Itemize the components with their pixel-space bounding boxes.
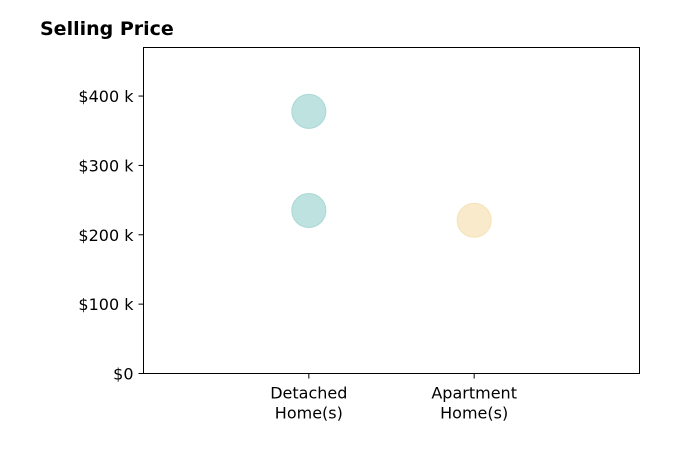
y-tick-label: $100 k bbox=[78, 295, 134, 314]
y-tick-label: $0 bbox=[113, 365, 133, 384]
data-point bbox=[291, 193, 327, 228]
y-tick-label: $200 k bbox=[78, 226, 134, 245]
data-point bbox=[456, 202, 492, 238]
data-point bbox=[291, 93, 327, 129]
chart-title: Selling Price bbox=[40, 18, 174, 40]
y-tick-label: $400 k bbox=[78, 87, 134, 106]
x-tick-label-line: Home(s) bbox=[440, 404, 508, 423]
x-tick-label-line: Detached bbox=[270, 384, 347, 403]
x-tick-label-line: Home(s) bbox=[275, 404, 343, 423]
points-layer bbox=[291, 93, 492, 238]
x-axis: Detached Home(s)Apartment Home(s) bbox=[270, 373, 517, 423]
plot-frame bbox=[143, 47, 640, 374]
x-tick-label: Detached Home(s) bbox=[270, 384, 347, 423]
y-tick-label: $300 k bbox=[78, 156, 134, 175]
x-tick-label: Apartment Home(s) bbox=[431, 384, 517, 423]
x-tick-label-line: Apartment bbox=[431, 384, 517, 403]
y-axis: $0 $100 k $200 k $300 k $400 k bbox=[78, 87, 144, 384]
